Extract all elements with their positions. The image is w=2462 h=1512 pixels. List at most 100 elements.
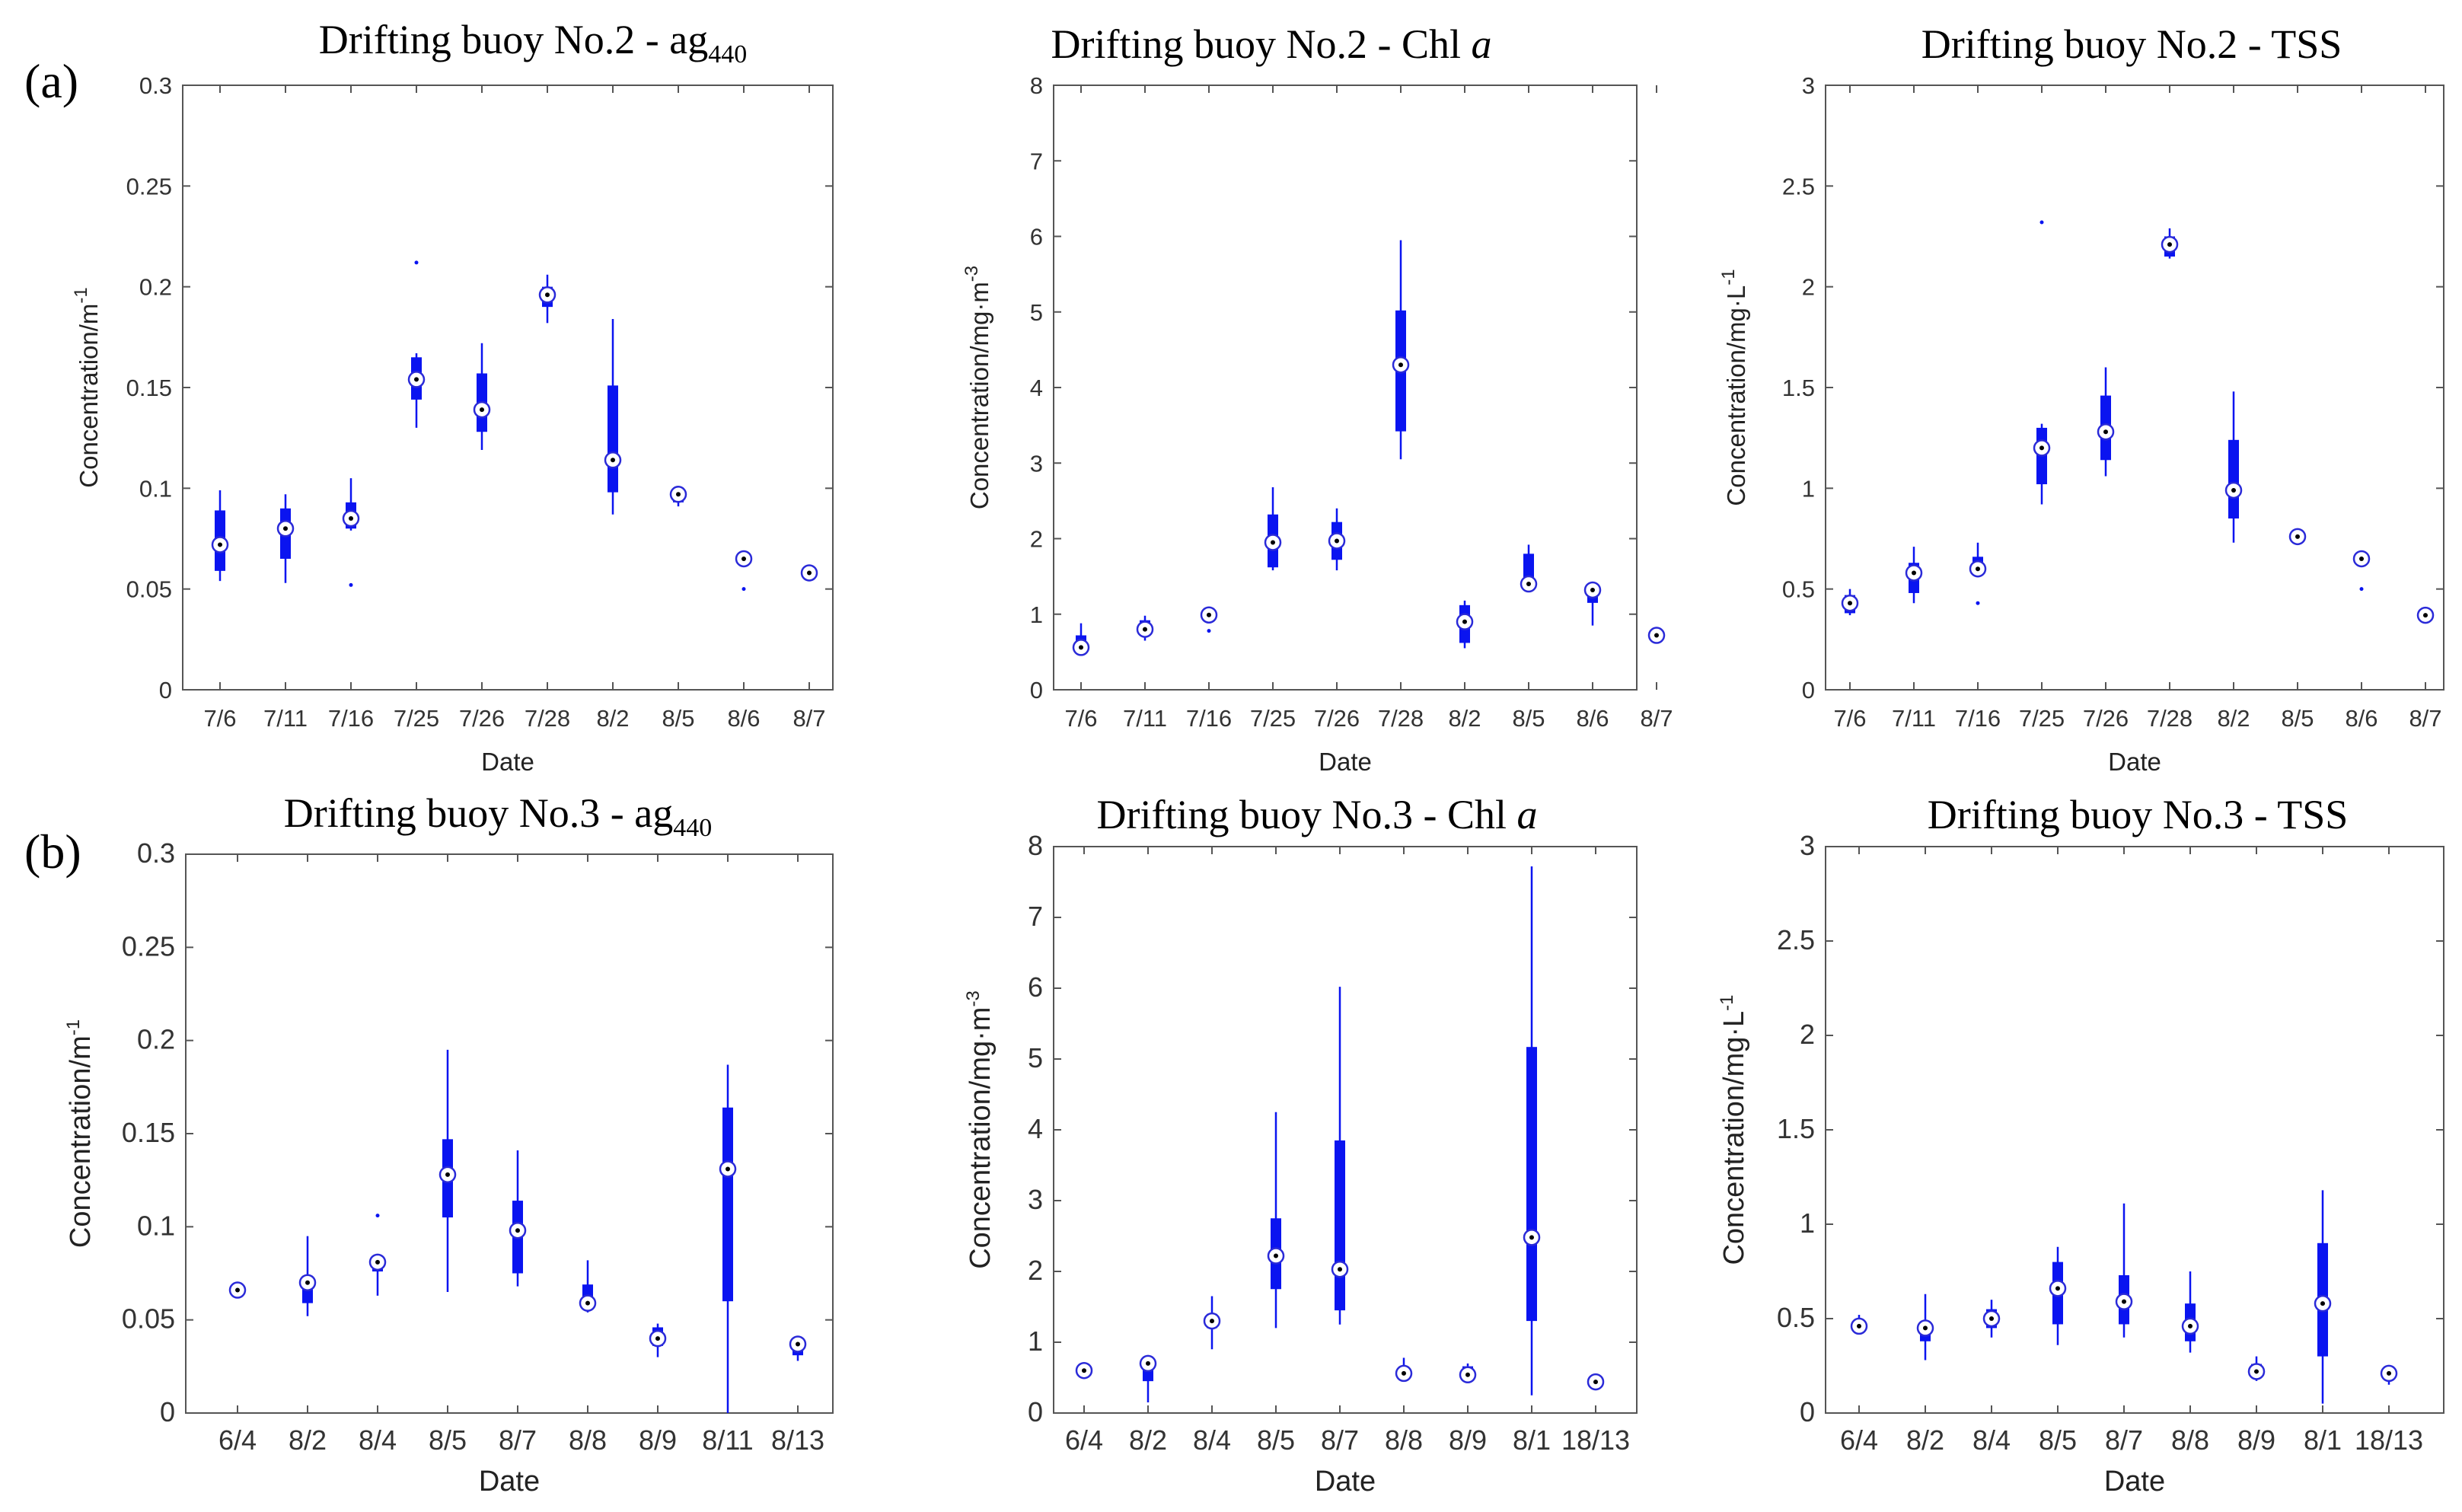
- median-dot: [545, 292, 550, 298]
- median-dot: [349, 516, 353, 522]
- x-tick-label: 8/9: [639, 1424, 677, 1456]
- box-7-25: [1264, 487, 1282, 571]
- box-7-28: [1392, 240, 1410, 460]
- median-dot: [2387, 1370, 2391, 1376]
- box-iqr: [2228, 439, 2239, 519]
- box-7-16: [1969, 542, 1987, 605]
- box-8-11: [1523, 866, 1541, 1396]
- outlier-point: [2359, 587, 2364, 592]
- box-6-4: [228, 1281, 247, 1299]
- y-axis-label: Concentration/mg·L-1: [1717, 994, 1750, 1265]
- y-tick-label: 2: [1030, 526, 1043, 553]
- x-tick-label: 8/13: [771, 1424, 824, 1456]
- box-8-7: [509, 1150, 527, 1287]
- median-dot: [726, 1166, 730, 1172]
- y-tick-label: 6: [1030, 224, 1043, 250]
- x-tick-label: 7/11: [1892, 705, 1936, 732]
- box-8-5: [1267, 1112, 1285, 1329]
- y-tick-label: 1: [1028, 1325, 1043, 1357]
- x-tick-label: 8/11: [702, 1424, 753, 1456]
- x-tick-label: 8/7: [499, 1424, 537, 1456]
- chart-title: Drifting buoy No.2 - ag440: [319, 17, 747, 69]
- x-tick-label: 8/5: [662, 705, 694, 732]
- median-dot: [1462, 619, 1467, 624]
- x-tick-label: 8/1: [2304, 1424, 2342, 1456]
- median-dot: [655, 1336, 660, 1341]
- box-8-2: [298, 1236, 317, 1316]
- y-tick-label: 0.5: [1782, 576, 1815, 603]
- median-dot: [445, 1172, 450, 1177]
- plot-area-frame: [182, 85, 834, 691]
- box-7-11: [1905, 547, 1923, 604]
- median-dot: [1271, 540, 1275, 545]
- y-tick-label: 2: [1802, 274, 1815, 301]
- y-tick-label: 1: [1800, 1207, 1815, 1239]
- median-dot: [1335, 538, 1339, 544]
- x-tick-label: 7/26: [1314, 705, 1360, 732]
- chart-title: Drifting buoy No.3 - TSS: [1928, 792, 2349, 837]
- box-8-13: [2380, 1364, 2398, 1385]
- y-tick-label: 3: [1030, 450, 1043, 477]
- chart-panel-4: Drifting buoy No.3 - ag440 0 0.05 0.1 0.15 0.…: [63, 790, 834, 1498]
- plot-area-frame: [1825, 85, 2444, 691]
- box-8-5: [1520, 544, 1538, 593]
- box-8-6: [1583, 581, 1602, 626]
- x-tick-label: 7/25: [1250, 705, 1296, 732]
- box-7-25: [407, 260, 426, 428]
- outlier-point: [349, 582, 353, 587]
- plot-area-frame: [1053, 846, 1638, 1414]
- box-8-9: [2247, 1356, 2266, 1381]
- x-tick-label: 7/6: [1064, 705, 1097, 732]
- x-tick-label: 8/7: [1321, 1424, 1359, 1456]
- x-tick-label: 8/2: [2217, 705, 2250, 732]
- median-dot: [585, 1300, 590, 1306]
- x-tick-label: 7/25: [2019, 705, 2065, 732]
- y-tick-label: 0.3: [137, 837, 175, 869]
- box-8-4: [368, 1214, 387, 1296]
- y-tick-label: 0: [1800, 1396, 1815, 1427]
- y-tick-label: 3: [1802, 72, 1815, 99]
- chart-title: Drifting buoy No.2 - TSS: [1921, 21, 2342, 67]
- x-tick-label: 8/5: [2281, 705, 2314, 732]
- y-axis-label: Concentration/m-1: [71, 287, 103, 487]
- median-dot: [1529, 1235, 1534, 1240]
- y-tick-label: 0: [159, 677, 172, 703]
- x-tick-label: 7/16: [1186, 705, 1232, 732]
- y-tick-label: 0.05: [126, 576, 172, 603]
- x-tick-label: 8/2: [1906, 1424, 1944, 1456]
- median-dot: [1465, 1372, 1470, 1377]
- y-tick-label: 1.5: [1777, 1113, 1815, 1144]
- box-7-16: [1200, 606, 1218, 633]
- median-dot: [807, 570, 812, 576]
- median-dot: [1590, 587, 1595, 592]
- median-dot: [1923, 1325, 1928, 1331]
- box-8-9: [1459, 1363, 1477, 1384]
- box-7-26: [1328, 508, 1346, 571]
- x-tick-label: 7/28: [2147, 705, 2193, 732]
- y-tick-label: 2.5: [1782, 173, 1815, 199]
- box-7-6: [1841, 589, 1859, 616]
- x-tick-label: 8/9: [1449, 1424, 1487, 1456]
- x-tick-label: 8/8: [569, 1424, 607, 1456]
- x-axis-label: Date: [481, 748, 534, 776]
- x-tick-label: 8/9: [2237, 1424, 2275, 1456]
- y-tick-label: 0.25: [122, 930, 175, 962]
- x-axis-label: Date: [1319, 748, 1372, 776]
- y-tick-label: 0.25: [126, 173, 172, 199]
- y-tick-label: 2: [1028, 1255, 1043, 1286]
- median-dot: [2254, 1369, 2259, 1374]
- x-tick-label: 7/11: [263, 705, 308, 732]
- y-tick-label: 1.5: [1782, 375, 1815, 401]
- box-iqr: [1335, 1140, 1345, 1311]
- chart-title: Drifting buoy No.3 - ag440: [284, 790, 712, 842]
- x-tick-label: 8/8: [2171, 1424, 2209, 1456]
- box-8-6: [2352, 550, 2371, 592]
- box-7-16: [342, 478, 360, 587]
- box-iqr: [722, 1107, 733, 1302]
- panel-label-a: (a): [24, 54, 79, 108]
- median-dot: [2055, 1286, 2060, 1291]
- outlier-point: [2039, 220, 2044, 225]
- box-7-26: [2097, 367, 2115, 477]
- chart-title: Drifting buoy No.2 - Chl a: [1051, 21, 1492, 67]
